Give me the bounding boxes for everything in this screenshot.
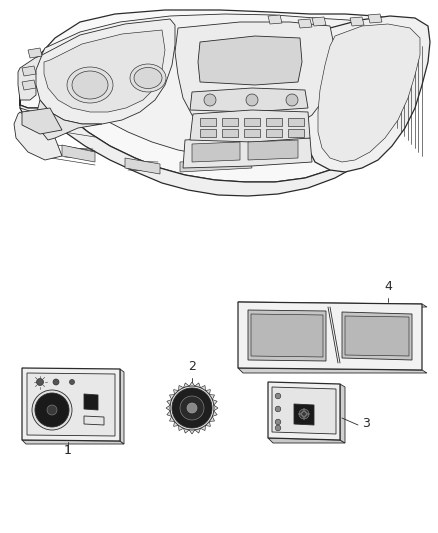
Circle shape: [35, 393, 69, 427]
Polygon shape: [22, 440, 124, 444]
Polygon shape: [222, 129, 238, 137]
Polygon shape: [40, 14, 408, 158]
Polygon shape: [294, 404, 314, 425]
Polygon shape: [84, 394, 98, 410]
Polygon shape: [192, 142, 240, 162]
Circle shape: [172, 388, 212, 428]
Polygon shape: [22, 108, 62, 134]
Text: 2: 2: [188, 360, 196, 373]
Polygon shape: [36, 19, 175, 124]
Polygon shape: [190, 110, 310, 142]
Polygon shape: [318, 24, 420, 162]
Polygon shape: [200, 129, 216, 137]
Polygon shape: [198, 36, 302, 85]
Ellipse shape: [72, 71, 108, 99]
Polygon shape: [84, 416, 104, 425]
Polygon shape: [266, 129, 282, 137]
Circle shape: [299, 409, 309, 419]
Polygon shape: [180, 158, 252, 172]
Circle shape: [36, 378, 43, 385]
Circle shape: [47, 405, 57, 415]
Polygon shape: [288, 129, 304, 137]
Ellipse shape: [67, 67, 113, 103]
Text: 4: 4: [384, 280, 392, 293]
Polygon shape: [222, 118, 238, 126]
Polygon shape: [20, 60, 418, 196]
Polygon shape: [14, 112, 62, 160]
Circle shape: [286, 94, 298, 106]
Polygon shape: [305, 16, 430, 172]
Polygon shape: [62, 145, 95, 162]
Polygon shape: [238, 302, 422, 370]
Circle shape: [275, 419, 281, 425]
Ellipse shape: [134, 68, 162, 88]
Polygon shape: [248, 310, 326, 361]
Polygon shape: [244, 118, 260, 126]
Circle shape: [53, 379, 59, 385]
Polygon shape: [20, 10, 425, 182]
Polygon shape: [22, 80, 36, 90]
Polygon shape: [368, 14, 382, 23]
Polygon shape: [266, 118, 282, 126]
Circle shape: [32, 390, 72, 430]
Circle shape: [180, 396, 204, 420]
Polygon shape: [190, 88, 308, 112]
Polygon shape: [251, 314, 323, 357]
Polygon shape: [340, 384, 345, 443]
Polygon shape: [244, 129, 260, 137]
Polygon shape: [298, 19, 312, 28]
Polygon shape: [28, 48, 42, 58]
Polygon shape: [120, 369, 124, 444]
Text: 1: 1: [64, 444, 72, 457]
Polygon shape: [238, 302, 427, 307]
Polygon shape: [268, 382, 340, 440]
Circle shape: [70, 379, 74, 384]
Circle shape: [275, 393, 281, 399]
Circle shape: [187, 403, 197, 413]
Polygon shape: [200, 118, 216, 126]
Polygon shape: [183, 136, 312, 168]
Polygon shape: [22, 66, 36, 76]
Text: 3: 3: [362, 417, 370, 430]
Polygon shape: [44, 30, 165, 112]
Polygon shape: [288, 118, 304, 126]
Circle shape: [275, 406, 281, 412]
Circle shape: [275, 425, 281, 431]
Polygon shape: [18, 55, 42, 100]
Circle shape: [246, 94, 258, 106]
Polygon shape: [22, 368, 120, 441]
Polygon shape: [268, 15, 282, 24]
Polygon shape: [342, 312, 412, 360]
Polygon shape: [345, 316, 409, 356]
Ellipse shape: [130, 64, 166, 92]
Polygon shape: [36, 100, 102, 140]
Polygon shape: [166, 382, 218, 434]
Polygon shape: [312, 17, 326, 26]
Polygon shape: [248, 140, 298, 160]
Circle shape: [204, 94, 216, 106]
Polygon shape: [272, 387, 336, 434]
Polygon shape: [238, 368, 427, 373]
Polygon shape: [175, 22, 335, 134]
Polygon shape: [27, 373, 115, 436]
Polygon shape: [125, 158, 160, 174]
Polygon shape: [350, 17, 364, 26]
Polygon shape: [268, 438, 345, 443]
